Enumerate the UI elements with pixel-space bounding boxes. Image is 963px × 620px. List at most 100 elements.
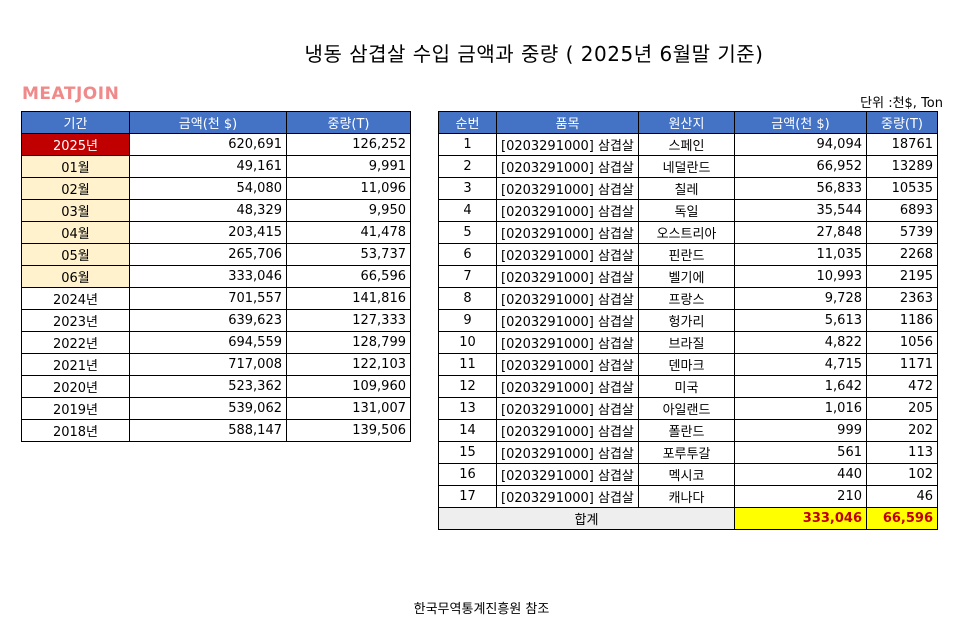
table-row: 17 [0203291000] 삼겹살 캐나다 210 46 bbox=[438, 485, 938, 508]
item-cell: [0203291000] 삼겹살 bbox=[496, 309, 639, 332]
table-row: 01월 49,161 9,991 bbox=[21, 155, 411, 178]
amount-cell: 523,362 bbox=[129, 375, 287, 398]
origin-cell: 캐나다 bbox=[638, 485, 735, 508]
table-row: 1 [0203291000] 삼겹살 스페인 94,094 18761 bbox=[438, 133, 938, 156]
table-row: 06월 333,046 66,596 bbox=[21, 265, 411, 288]
table-row: 2023년 639,623 127,333 bbox=[21, 309, 411, 332]
table-row: 9 [0203291000] 삼겹살 헝가리 5,613 1186 bbox=[438, 309, 938, 332]
weight-cell: 9,950 bbox=[286, 199, 411, 222]
table-row: 05월 265,706 53,737 bbox=[21, 243, 411, 266]
amount-cell: 4,715 bbox=[734, 353, 867, 376]
item-cell: [0203291000] 삼겹살 bbox=[496, 331, 639, 354]
weight-cell: 53,737 bbox=[286, 243, 411, 266]
table-row: 2 [0203291000] 삼겹살 네덜란드 66,952 13289 bbox=[438, 155, 938, 178]
period-cell: 05월 bbox=[21, 243, 130, 266]
amount-cell: 94,094 bbox=[734, 133, 867, 156]
weight-cell: 128,799 bbox=[286, 331, 411, 354]
weight-cell: 66,596 bbox=[286, 265, 411, 288]
table-row: 2020년 523,362 109,960 bbox=[21, 375, 411, 398]
period-cell: 2018년 bbox=[21, 419, 130, 442]
origin-cell: 덴마크 bbox=[638, 353, 735, 376]
weight-cell: 1056 bbox=[866, 331, 938, 354]
origin-cell: 칠레 bbox=[638, 177, 735, 200]
header-origin: 원산지 bbox=[638, 111, 735, 134]
no-cell: 3 bbox=[438, 177, 497, 200]
no-cell: 13 bbox=[438, 397, 497, 420]
amount-cell: 35,544 bbox=[734, 199, 867, 222]
amount-cell: 54,080 bbox=[129, 177, 287, 200]
no-cell: 6 bbox=[438, 243, 497, 266]
yearly-monthly-table: 기간 금액(천 $) 중량(T) 2025년 620,691 126,252 01월 4… bbox=[21, 111, 411, 442]
table-row: 2024년 701,557 141,816 bbox=[21, 287, 411, 310]
total-weight: 66,596 bbox=[866, 507, 938, 530]
item-cell: [0203291000] 삼겹살 bbox=[496, 243, 639, 266]
weight-cell: 109,960 bbox=[286, 375, 411, 398]
no-cell: 2 bbox=[438, 155, 497, 178]
item-cell: [0203291000] 삼겹살 bbox=[496, 485, 639, 508]
period-cell: 01월 bbox=[21, 155, 130, 178]
origin-cell: 미국 bbox=[638, 375, 735, 398]
weight-cell: 1171 bbox=[866, 353, 938, 376]
item-cell: [0203291000] 삼겹살 bbox=[496, 375, 639, 398]
item-cell: [0203291000] 삼겹살 bbox=[496, 155, 639, 178]
weight-cell: 13289 bbox=[866, 155, 938, 178]
table-row: 2021년 717,008 122,103 bbox=[21, 353, 411, 376]
no-cell: 14 bbox=[438, 419, 497, 442]
no-cell: 9 bbox=[438, 309, 497, 332]
origin-table: 순번 품목 원산지 금액(천 $) 중량(T) 1 [0203291000] 삼겹… bbox=[438, 111, 938, 530]
table-row: 03월 48,329 9,950 bbox=[21, 199, 411, 222]
period-cell: 2019년 bbox=[21, 397, 130, 420]
amount-cell: 5,613 bbox=[734, 309, 867, 332]
item-cell: [0203291000] 삼겹살 bbox=[496, 441, 639, 464]
header-amount: 금액(천 $) bbox=[129, 111, 287, 134]
weight-cell: 41,478 bbox=[286, 221, 411, 244]
no-cell: 5 bbox=[438, 221, 497, 244]
origin-cell: 아일랜드 bbox=[638, 397, 735, 420]
table-row: 2019년 539,062 131,007 bbox=[21, 397, 411, 420]
weight-cell: 131,007 bbox=[286, 397, 411, 420]
table-row: 14 [0203291000] 삼겹살 폴란드 999 202 bbox=[438, 419, 938, 442]
table-row: 7 [0203291000] 삼겹살 벨기에 10,993 2195 bbox=[438, 265, 938, 288]
origin-cell: 멕시코 bbox=[638, 463, 735, 486]
table-row: 16 [0203291000] 삼겹살 멕시코 440 102 bbox=[438, 463, 938, 486]
weight-cell: 2268 bbox=[866, 243, 938, 266]
amount-cell: 620,691 bbox=[129, 133, 287, 156]
table-row: 02월 54,080 11,096 bbox=[21, 177, 411, 200]
amount-cell: 539,062 bbox=[129, 397, 287, 420]
weight-cell: 5739 bbox=[866, 221, 938, 244]
period-cell: 2020년 bbox=[21, 375, 130, 398]
amount-cell: 588,147 bbox=[129, 419, 287, 442]
no-cell: 17 bbox=[438, 485, 497, 508]
origin-cell: 헝가리 bbox=[638, 309, 735, 332]
no-cell: 12 bbox=[438, 375, 497, 398]
total-label: 합계 bbox=[438, 507, 735, 530]
amount-cell: 717,008 bbox=[129, 353, 287, 376]
item-cell: [0203291000] 삼겹살 bbox=[496, 221, 639, 244]
table-row: 2025년 620,691 126,252 bbox=[21, 133, 411, 156]
weight-cell: 1186 bbox=[866, 309, 938, 332]
no-cell: 10 bbox=[438, 331, 497, 354]
weight-cell: 122,103 bbox=[286, 353, 411, 376]
weight-cell: 126,252 bbox=[286, 133, 411, 156]
period-cell: 2024년 bbox=[21, 287, 130, 310]
origin-cell: 벨기에 bbox=[638, 265, 735, 288]
table-row: 04월 203,415 41,478 bbox=[21, 221, 411, 244]
header-period: 기간 bbox=[21, 111, 130, 134]
header-weight: 중량(T) bbox=[286, 111, 411, 134]
origin-cell: 프랑스 bbox=[638, 287, 735, 310]
amount-cell: 694,559 bbox=[129, 331, 287, 354]
table-row: 2022년 694,559 128,799 bbox=[21, 331, 411, 354]
table-row: 6 [0203291000] 삼겹살 핀란드 11,035 2268 bbox=[438, 243, 938, 266]
period-cell: 2021년 bbox=[21, 353, 130, 376]
weight-cell: 472 bbox=[866, 375, 938, 398]
page-title: 냉동 삼겹살 수입 금액과 중량 ( 2025년 6월말 기준) bbox=[304, 42, 764, 66]
period-cell: 03월 bbox=[21, 199, 130, 222]
no-cell: 16 bbox=[438, 463, 497, 486]
origin-cell: 브라질 bbox=[638, 331, 735, 354]
amount-cell: 9,728 bbox=[734, 287, 867, 310]
item-cell: [0203291000] 삼겹살 bbox=[496, 397, 639, 420]
amount-cell: 203,415 bbox=[129, 221, 287, 244]
period-cell: 2023년 bbox=[21, 309, 130, 332]
amount-cell: 1,016 bbox=[734, 397, 867, 420]
amount-cell: 27,848 bbox=[734, 221, 867, 244]
